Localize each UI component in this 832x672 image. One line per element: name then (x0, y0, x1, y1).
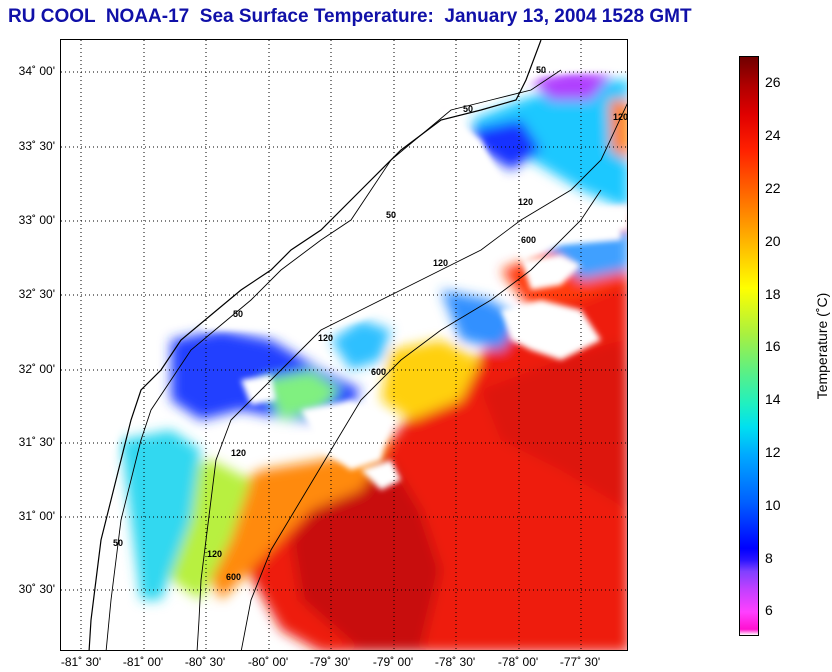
colorbar-title: Temperature (˚C) (814, 292, 830, 400)
isobath-50 (105, 69, 562, 650)
colorbar-tick: 18 (765, 286, 781, 302)
colorbar-tick: 16 (765, 338, 781, 354)
isobath-label: 120 (518, 197, 533, 207)
colorbar-tick: 26 (765, 74, 781, 90)
colorbar-tick: 22 (765, 180, 781, 196)
sst-map: 50 50 50 50 50 120 120 120 120 120 120 6… (60, 39, 628, 651)
colorbar-tick: 20 (765, 233, 781, 249)
isobath-label: 600 (226, 572, 241, 582)
isobath-label: 50 (386, 210, 396, 220)
colorbar-tick: 14 (765, 391, 781, 407)
lon-label: -81˚ 00' (122, 655, 164, 669)
isobath-label: 50 (463, 104, 473, 114)
isobath-label: 120 (613, 112, 628, 122)
isobath-label: 600 (371, 367, 386, 377)
lat-label: 32˚ 00' (18, 362, 55, 376)
isobath-120 (196, 103, 627, 650)
isobath-600 (240, 189, 602, 650)
lon-label: -78˚ 30' (434, 655, 476, 669)
isobaths (105, 69, 627, 650)
lat-label: 30˚ 30' (18, 582, 55, 596)
isobath-label: 50 (113, 538, 123, 548)
lon-label: -77˚ 30' (559, 655, 601, 669)
lon-label: -78˚ 00' (497, 655, 539, 669)
graticule (61, 40, 627, 650)
colorbar-tick: 10 (765, 497, 781, 513)
isobath-label: 120 (433, 258, 448, 268)
lat-label: 33˚ 30' (18, 139, 55, 153)
lat-label: 31˚ 30' (18, 435, 55, 449)
sst-map-canvas: 50 50 50 50 50 120 120 120 120 120 120 6… (61, 40, 628, 650)
isobath-labels: 50 50 50 50 50 120 120 120 120 120 120 6… (113, 65, 628, 582)
isobath-label: 50 (536, 65, 546, 75)
lon-label: -79˚ 00' (372, 655, 414, 669)
isobath-label: 120 (207, 549, 222, 559)
coastline (88, 40, 542, 650)
colorbar-tick: 8 (765, 550, 773, 566)
colorbar-tick: 6 (765, 602, 773, 618)
isobath-label: 120 (318, 333, 333, 343)
lat-label: 32˚ 30' (18, 287, 55, 301)
colorbar-tick: 24 (765, 127, 781, 143)
lon-label: -79˚ 30' (309, 655, 351, 669)
isobath-label: 120 (231, 448, 246, 458)
lon-label: -80˚ 00' (247, 655, 289, 669)
lon-label: -81˚ 30' (60, 655, 102, 669)
isobath-label: 50 (233, 309, 243, 319)
lat-label: 31˚ 00' (18, 509, 55, 523)
isobath-label: 600 (521, 235, 536, 245)
lat-label: 33˚ 00' (18, 213, 55, 227)
colorbar-tick: 12 (765, 444, 781, 460)
lon-label: -80˚ 30' (184, 655, 226, 669)
lat-label: 34˚ 00' (18, 64, 55, 78)
temperature-colorbar (739, 56, 759, 636)
map-title: RU COOL NOAA-17 Sea Surface Temperature:… (8, 6, 692, 27)
